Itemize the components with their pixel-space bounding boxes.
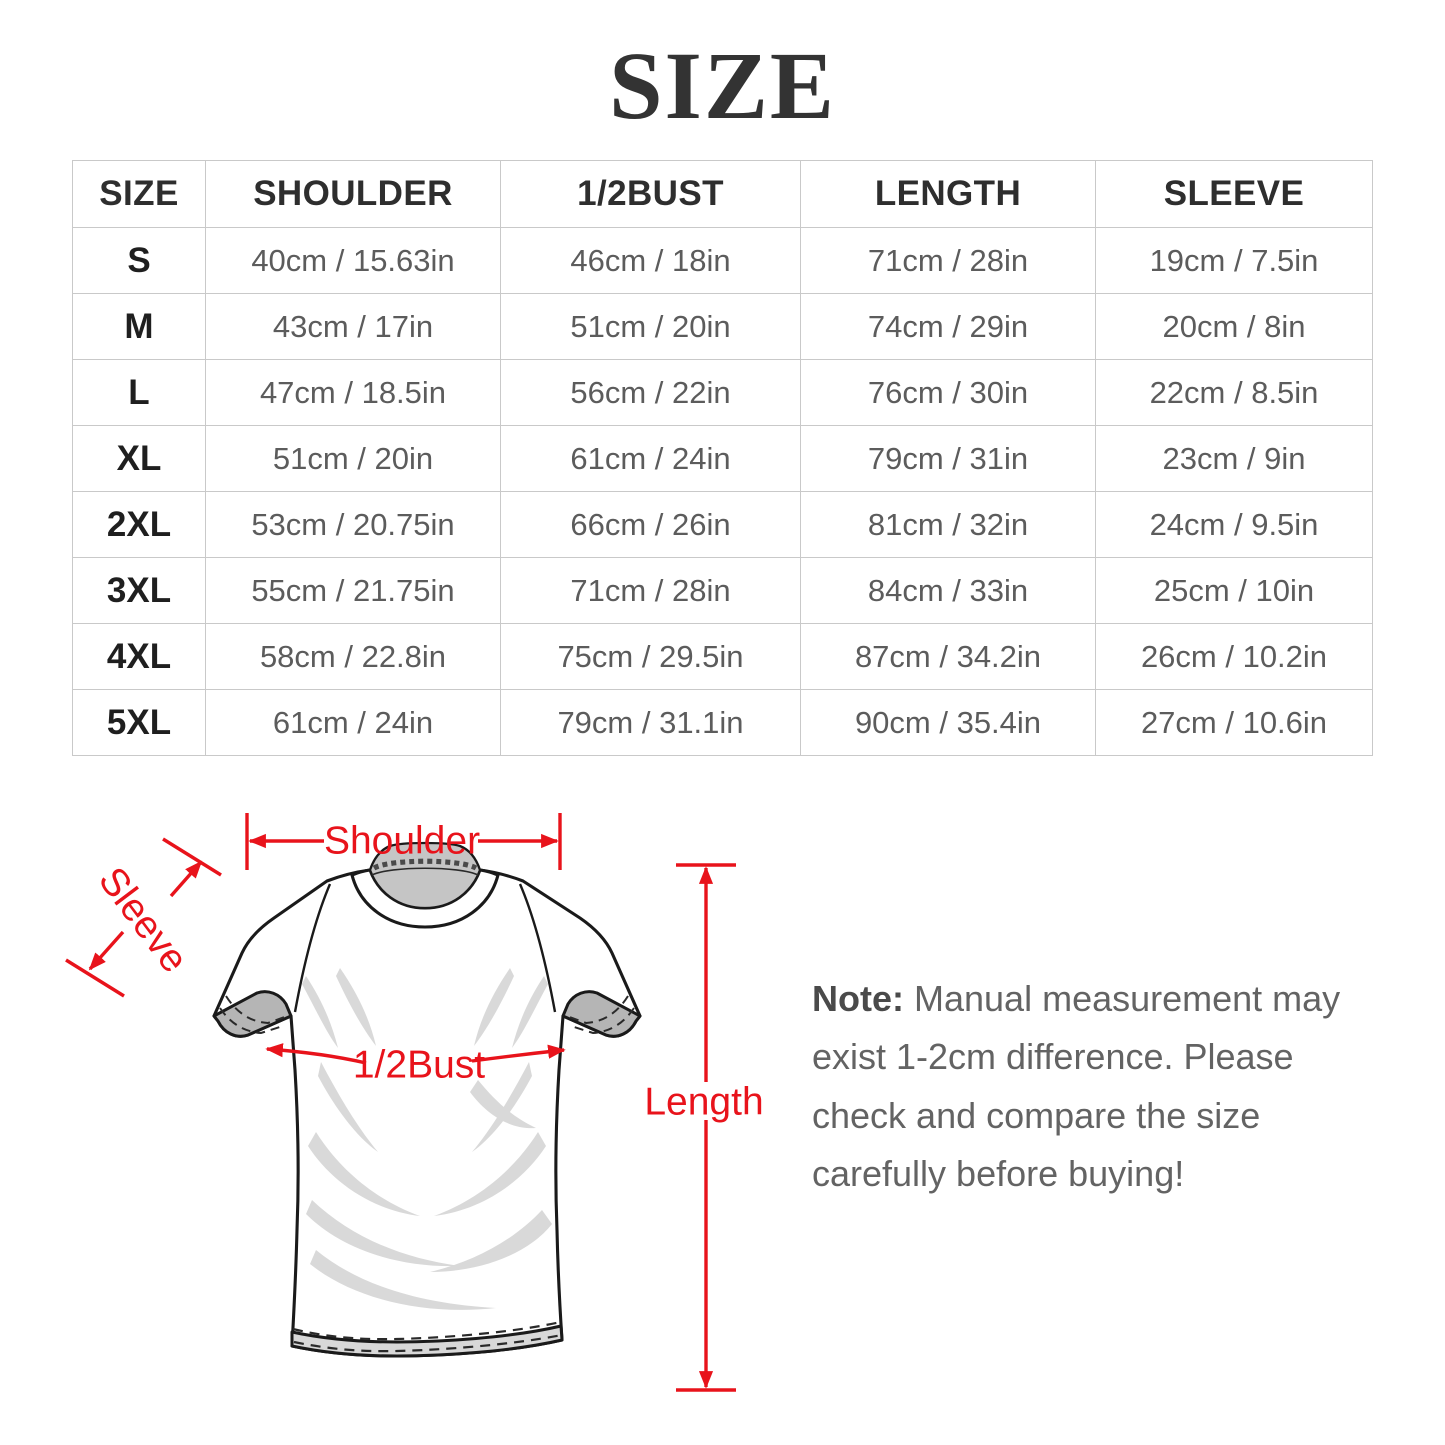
tshirt-measurement-diagram: Shoulder Sleeve 1/2Bust: [40, 780, 780, 1440]
cell-shoulder: 53cm / 20.75in: [205, 491, 501, 558]
cell-size: XL: [72, 425, 206, 492]
shoulder-dimension: Shoulder: [245, 813, 562, 870]
cell-shoulder: 43cm / 17in: [205, 293, 501, 360]
header-row: SIZE SHOULDER 1/2BUST LENGTH SLEEVE: [72, 160, 1373, 228]
table-row: XL 51cm / 20in 61cm / 24in 79cm / 31in 2…: [72, 425, 1373, 492]
bust-label: 1/2Bust: [353, 1044, 485, 1087]
cell-shoulder: 40cm / 15.63in: [205, 227, 501, 294]
cell-shoulder: 61cm / 24in: [205, 689, 501, 756]
cell-shoulder: 58cm / 22.8in: [205, 623, 501, 690]
sleeve-label: Sleeve: [90, 859, 196, 980]
cell-length: 76cm / 30in: [800, 359, 1096, 426]
sleeve-cuff-left: [212, 990, 293, 1038]
sleeve-cuff-left-stitch-b: [219, 1007, 284, 1035]
shoulder-seam-left: [293, 883, 332, 1013]
table-body: S 40cm / 15.63in 46cm / 18in 71cm / 28in…: [72, 227, 1373, 756]
cell-shoulder: 55cm / 21.75in: [205, 557, 501, 624]
cell-length: 74cm / 29in: [800, 293, 1096, 360]
cell-sleeve: 24cm / 9.5in: [1095, 491, 1373, 558]
sleeve-cuff-right-stitch-a: [563, 995, 629, 1025]
column-header-sleeve: SLEEVE: [1095, 160, 1373, 228]
cell-size: 5XL: [72, 689, 206, 756]
cell-sleeve: 25cm / 10in: [1095, 557, 1373, 624]
sleeve-cuff-left-stitch-a: [225, 995, 291, 1025]
cell-length: 84cm / 33in: [800, 557, 1096, 624]
cell-sleeve: 19cm / 7.5in: [1095, 227, 1373, 294]
table-row: 5XL 61cm / 24in 79cm / 31.1in 90cm / 35.…: [72, 689, 1373, 756]
fabric-shading: [302, 968, 552, 1310]
column-header-length: LENGTH: [800, 160, 1096, 228]
cell-sleeve: 26cm / 10.2in: [1095, 623, 1373, 690]
table-row: 2XL 53cm / 20.75in 66cm / 26in 81cm / 32…: [72, 491, 1373, 558]
column-header-size: SIZE: [72, 160, 206, 228]
cell-bust: 79cm / 31.1in: [500, 689, 801, 756]
bust-arrow-line-left: [265, 1043, 367, 1065]
cell-sleeve: 22cm / 8.5in: [1095, 359, 1373, 426]
sleeve-tick-lower: [65, 958, 125, 998]
cell-sleeve: 23cm / 9in: [1095, 425, 1373, 492]
sleeve-cuff-right-stitch-b: [570, 1007, 635, 1035]
cell-shoulder: 51cm / 20in: [205, 425, 501, 492]
cell-length: 87cm / 34.2in: [800, 623, 1096, 690]
sleeve-arrow-lower: [88, 930, 125, 971]
length-label: Length: [644, 1081, 763, 1124]
bottom-hem-edge: [290, 1324, 564, 1358]
cell-bust: 56cm / 22in: [500, 359, 801, 426]
cell-size: 3XL: [72, 557, 206, 624]
measurement-note: Note: Manual measurement may exist 1-2cm…: [812, 970, 1392, 1203]
collar-inner: [368, 841, 482, 910]
cell-length: 79cm / 31in: [800, 425, 1096, 492]
bottom-hem-stitch-upper: [292, 1320, 562, 1341]
cell-size: 2XL: [72, 491, 206, 558]
page-title: SIZE: [609, 32, 836, 139]
cell-sleeve: 20cm / 8in: [1095, 293, 1373, 360]
cell-bust: 61cm / 24in: [500, 425, 801, 492]
cell-sleeve: 27cm / 10.6in: [1095, 689, 1373, 756]
length-dimension: Length: [644, 863, 764, 1392]
table-row: S 40cm / 15.63in 46cm / 18in 71cm / 28in…: [72, 227, 1373, 294]
bust-dimension: 1/2Bust: [265, 1043, 566, 1087]
cell-bust: 51cm / 20in: [500, 293, 801, 360]
table-row: 4XL 58cm / 22.8in 75cm / 29.5in 87cm / 3…: [72, 623, 1373, 690]
note-text: Manual measurement may exist 1-2cm diffe…: [812, 978, 1341, 1194]
sleeve-tick-upper: [162, 837, 222, 877]
cell-size: L: [72, 359, 206, 426]
table-row: 3XL 55cm / 21.75in 71cm / 28in 84cm / 33…: [72, 557, 1373, 624]
table-row: M 43cm / 17in 51cm / 20in 74cm / 29in 20…: [72, 293, 1373, 360]
column-header-shoulder: SHOULDER: [205, 160, 501, 228]
cell-length: 90cm / 35.4in: [800, 689, 1096, 756]
cell-length: 81cm / 32in: [800, 491, 1096, 558]
sleeve-cuff-right: [561, 990, 642, 1038]
collar-stitch-line: [371, 867, 479, 876]
cell-bust: 71cm / 28in: [500, 557, 801, 624]
table-header: SIZE SHOULDER 1/2BUST LENGTH SLEEVE: [72, 160, 1373, 228]
shoulder-label: Shoulder: [324, 820, 480, 863]
cell-size: S: [72, 227, 206, 294]
bottom-hem-stitch-lower: [293, 1333, 563, 1353]
table-row: L 47cm / 18.5in 56cm / 22in 76cm / 30in …: [72, 359, 1373, 426]
sleeve-dimension: Sleeve: [65, 837, 222, 998]
tshirt-illustration: [212, 841, 642, 1358]
column-header-bust: 1/2BUST: [500, 160, 801, 228]
tshirt-outline: [212, 868, 642, 1358]
note-label: Note:: [812, 978, 904, 1019]
shoulder-seam-right: [518, 883, 557, 1013]
cell-bust: 75cm / 29.5in: [500, 623, 801, 690]
sleeve-arrow-upper: [169, 860, 203, 898]
bust-arrow-line-right: [471, 1044, 566, 1063]
cell-shoulder: 47cm / 18.5in: [205, 359, 501, 426]
cell-size: 4XL: [72, 623, 206, 690]
size-table: SIZE SHOULDER 1/2BUST LENGTH SLEEVE S 40…: [72, 160, 1373, 756]
cell-size: M: [72, 293, 206, 360]
cell-bust: 46cm / 18in: [500, 227, 801, 294]
cell-bust: 66cm / 26in: [500, 491, 801, 558]
cell-length: 71cm / 28in: [800, 227, 1096, 294]
